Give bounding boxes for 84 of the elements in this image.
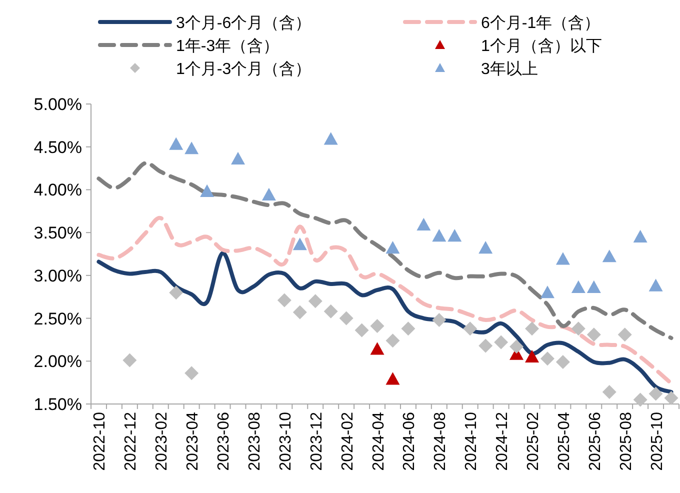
x-tick-label: 2025-10 [648,412,666,471]
point [200,184,214,198]
line-series [96,161,674,340]
point [184,366,199,380]
point [370,319,384,333]
point [540,286,554,298]
x-tick-label: 2025-04 [556,412,573,471]
x-tick-label: 2025-02 [525,412,542,471]
point [122,353,137,368]
point [339,311,354,326]
y-tick-label: 2.50% [34,309,82,328]
point [262,188,276,200]
point [510,340,524,354]
point [231,152,245,164]
point [448,229,462,242]
x-tick-label: 2023-04 [184,412,202,471]
point [525,322,539,336]
point [525,350,539,362]
y-tick-label: 5.00% [34,95,82,114]
point [169,286,184,300]
point [386,372,400,385]
point [308,294,322,308]
x-tick-label: 2025-06 [586,412,604,471]
x-tick-label: 2024-10 [463,412,480,471]
point [478,338,493,353]
point [556,252,570,265]
x-tick-label: 2022-10 [92,412,109,471]
point [386,241,400,254]
point [401,322,416,336]
x-tick-label: 2024-04 [370,412,388,471]
y-tick-label: 4.00% [34,180,82,200]
point [277,293,292,308]
x-tick-label: 2023-10 [277,412,294,471]
point [664,391,678,405]
point [416,218,431,230]
x-tick-label: 2023-02 [154,412,171,471]
legend-label: 1个月-3个月（含） [176,60,312,78]
x-tick-label: 2023-08 [246,412,264,471]
y-tick-label: 4.50% [34,138,82,157]
legend-label: 1个月（含）以下 [481,37,602,55]
point [618,328,632,342]
point [571,322,586,336]
legend-label: 6个月-1年（含） [481,14,600,32]
legend-label: 3年以上 [481,60,538,78]
x-tick-label: 2024-06 [401,412,418,471]
legend-label: 3个月-6个月（含） [176,14,312,32]
point [556,355,570,369]
legend-label: 1年-3年（含） [176,37,280,55]
point [432,229,446,242]
point [463,322,478,336]
point [169,137,184,150]
point [432,313,446,327]
point [354,323,369,338]
point [292,305,307,320]
y-tick-label: 3.00% [34,266,82,286]
point [633,230,648,242]
point [324,132,338,145]
point [648,386,663,401]
x-tick-label: 2024-02 [339,412,356,471]
x-tick-label: 2024-12 [494,412,512,471]
x-tick-label: 2025-08 [618,412,635,471]
point [386,334,400,348]
line-series [96,216,674,386]
point [586,280,601,294]
x-tick-label: 2023-12 [308,412,326,471]
x-tick-label: 2024-08 [432,412,450,471]
y-tick-label: 1.50% [34,395,82,414]
point [602,385,616,399]
point [571,280,586,294]
y-tick-label: 3.50% [34,224,82,243]
y-tick-label: 2.00% [34,352,82,372]
point [648,278,663,292]
point [540,352,554,366]
point [324,304,338,318]
point [370,342,384,355]
point [633,392,648,407]
point [602,250,616,262]
point [586,328,601,342]
point [292,238,307,250]
point [184,142,199,154]
point [478,241,493,254]
x-tick-label: 2022-12 [122,412,140,471]
point [494,335,508,350]
x-tick-label: 2023-06 [216,412,233,471]
